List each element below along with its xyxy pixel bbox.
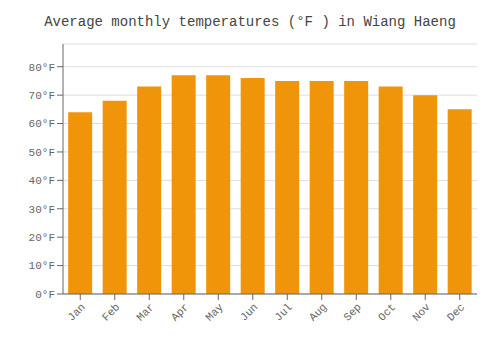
svg-text:80°F: 80°F <box>29 62 55 74</box>
svg-text:0°F: 0°F <box>35 289 55 301</box>
svg-text:Feb: Feb <box>100 301 122 323</box>
svg-text:Oct: Oct <box>376 301 398 323</box>
svg-text:Jan: Jan <box>65 301 87 323</box>
svg-text:30°F: 30°F <box>29 204 55 216</box>
html-text:Average monthly temperatures (: Average monthly temperatures (°F ) in Wi… <box>44 14 456 30</box>
svg-text:10°F: 10°F <box>29 260 55 272</box>
svg-text:Jul: Jul <box>272 301 294 323</box>
svg-text:50°F: 50°F <box>29 147 55 159</box>
svg-text:Mar: Mar <box>134 301 156 323</box>
svg-text:20°F: 20°F <box>29 232 55 244</box>
svg-text:60°F: 60°F <box>29 118 55 130</box>
svg-text:40°F: 40°F <box>29 175 55 187</box>
svg-text:Sep: Sep <box>341 301 363 323</box>
svg-text:Jun: Jun <box>238 301 260 323</box>
svg-text:Apr: Apr <box>169 301 191 323</box>
svg-text:70°F: 70°F <box>29 90 55 102</box>
svg-text:Aug: Aug <box>307 301 329 323</box>
svg-text:Nov: Nov <box>410 301 433 324</box>
svg-text:May: May <box>203 301 226 324</box>
svg-text:Dec: Dec <box>445 301 467 323</box>
